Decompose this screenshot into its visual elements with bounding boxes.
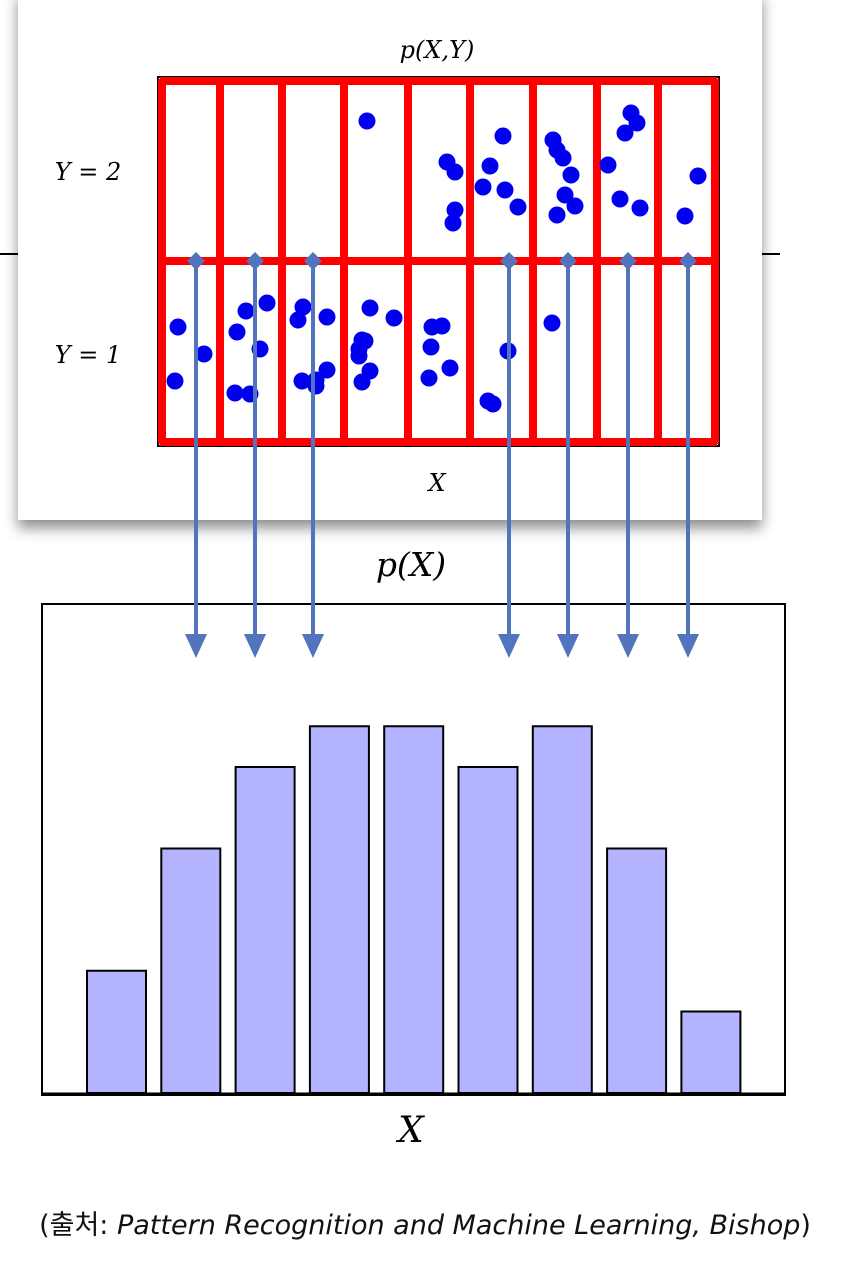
- arrow-tail-diamond: [679, 252, 697, 270]
- data-point: [631, 199, 649, 217]
- data-point: [616, 124, 634, 142]
- histogram-bar: [86, 969, 147, 1094]
- arrow-head: [498, 634, 520, 658]
- histogram-bar: [383, 725, 445, 1094]
- data-point: [422, 338, 440, 356]
- data-point: [385, 309, 403, 327]
- joint-xlabel: X: [426, 469, 446, 497]
- histogram-bar: [234, 766, 296, 1094]
- arrow-head: [617, 634, 639, 658]
- caption-suffix: ): [800, 1210, 811, 1241]
- arrow-head: [677, 634, 699, 658]
- arrow-head: [185, 634, 207, 658]
- data-point: [166, 372, 184, 390]
- data-point: [611, 190, 629, 208]
- data-point: [294, 298, 312, 316]
- data-point: [509, 198, 527, 216]
- histogram-bar: [680, 1010, 742, 1094]
- data-point: [496, 181, 514, 199]
- data-point: [689, 167, 707, 185]
- data-point: [474, 178, 492, 196]
- data-point: [169, 318, 187, 336]
- marginal-title: p(X): [376, 545, 446, 584]
- histogram-bar: [606, 847, 668, 1094]
- data-point: [494, 127, 512, 145]
- data-point: [195, 345, 213, 363]
- row-label-y2: Y = 2: [55, 158, 121, 186]
- data-point: [446, 201, 464, 219]
- arrow-tail-diamond: [187, 252, 205, 270]
- data-point: [444, 214, 462, 232]
- projection-arrows: [185, 252, 699, 658]
- histogram-bar: [160, 847, 222, 1094]
- data-point: [226, 384, 244, 402]
- data-point: [353, 373, 371, 391]
- arrow-tail-diamond: [304, 252, 322, 270]
- data-point: [554, 149, 572, 167]
- data-point: [293, 372, 311, 390]
- data-point: [562, 166, 580, 184]
- data-point: [566, 197, 584, 215]
- data-point: [358, 112, 376, 130]
- arrow-tail-diamond: [246, 252, 264, 270]
- data-point: [543, 314, 561, 332]
- data-point: [441, 359, 459, 377]
- histogram-bar: [531, 725, 593, 1094]
- caption-prefix: (출처:: [39, 1210, 117, 1241]
- arrow-tail-diamond: [500, 252, 518, 270]
- caption-source: Pattern Recognition and Machine Learning…: [116, 1210, 801, 1241]
- histogram-bar: [457, 766, 519, 1094]
- arrow-tail-diamond: [619, 252, 637, 270]
- data-point: [356, 332, 374, 350]
- joint-title: p(X,Y): [400, 36, 475, 64]
- data-point: [318, 361, 336, 379]
- data-point: [676, 207, 694, 225]
- data-point: [237, 302, 255, 320]
- marginal-histogram: [42, 725, 785, 1096]
- data-point: [484, 395, 502, 413]
- data-point: [318, 308, 336, 326]
- row-label-y1: Y = 1: [55, 341, 121, 369]
- arrow-tail-diamond: [559, 252, 577, 270]
- data-point: [228, 323, 246, 341]
- source-caption: (출처: Pattern Recognition and Machine Lea…: [0, 1203, 850, 1242]
- data-point: [350, 347, 368, 365]
- arrow-head: [302, 634, 324, 658]
- data-point: [481, 157, 499, 175]
- data-point: [361, 299, 379, 317]
- data-point: [556, 186, 574, 204]
- data-point: [289, 311, 307, 329]
- arrow-head: [557, 634, 579, 658]
- arrow-head: [244, 634, 266, 658]
- data-point: [307, 371, 325, 389]
- data-point: [548, 206, 566, 224]
- data-point: [446, 163, 464, 181]
- data-point: [258, 294, 276, 312]
- data-point: [420, 369, 438, 387]
- histogram-bar: [308, 725, 370, 1094]
- data-point: [599, 156, 617, 174]
- data-point: [433, 317, 451, 335]
- data-point: [628, 114, 646, 132]
- marginal-xlabel: X: [395, 1110, 425, 1151]
